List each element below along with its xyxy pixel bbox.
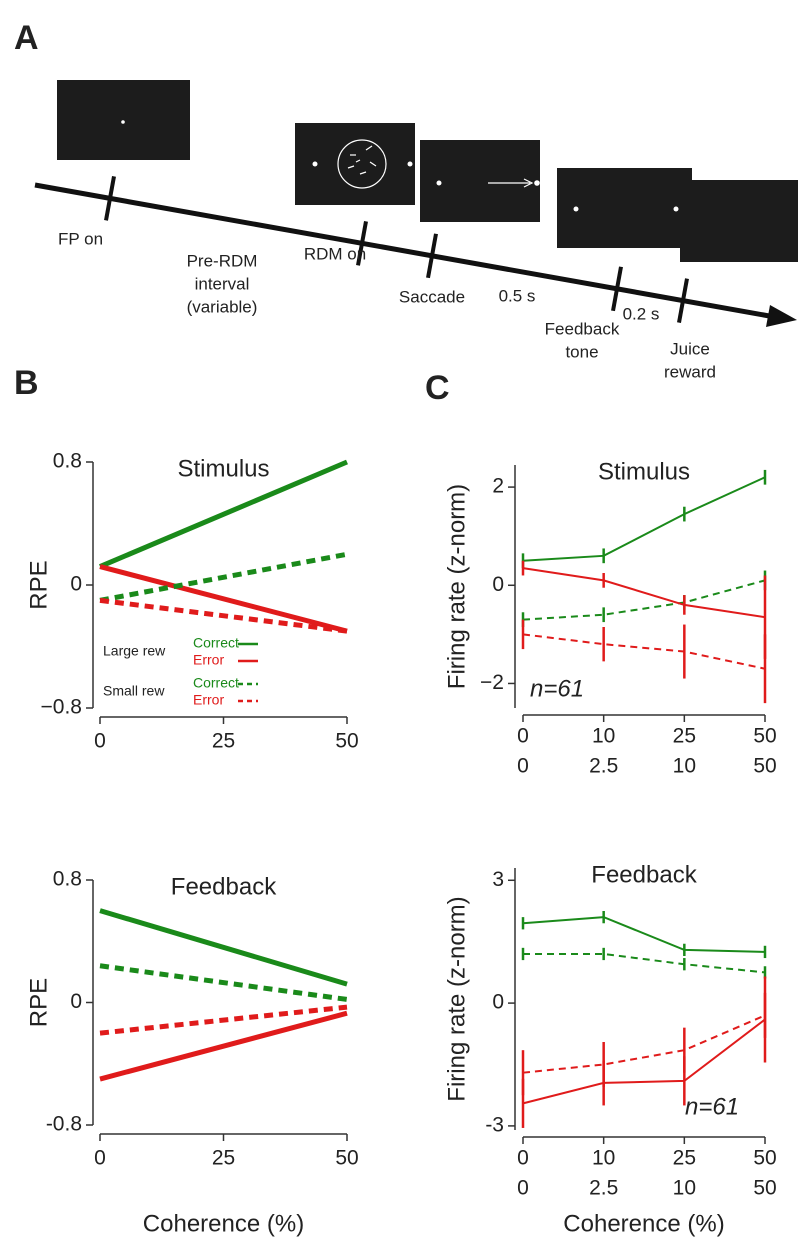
legend-group: Large rew [103,643,166,659]
legend-label: Correct [193,635,239,651]
timeline-label: RDM on [304,244,366,263]
x-tick-label: 0 [517,1147,529,1170]
x-tick-label: 50 [335,730,358,753]
x-tick-label: 10 [673,755,696,778]
y-tick-label: 3 [492,868,504,891]
x-axis-label: Coherence (%) [143,1210,304,1237]
x-tick-label: 25 [212,730,235,753]
series-line [522,916,766,953]
y-tick-label: 0.8 [53,450,82,473]
timeline-label: Pre-RDM [187,251,258,270]
legend-label: Error [193,652,224,668]
series-line [522,579,766,621]
series-line [522,1014,766,1074]
timeline-label: reward [664,362,716,381]
timeline-label: 0.2 s [623,304,660,323]
x-tick-label: 50 [753,725,776,748]
event-tick [677,278,689,323]
x-tick-label: 10 [592,1147,615,1170]
y-tick-label: −2 [480,671,504,694]
x-tick-label: 2.5 [589,755,618,778]
timeline-label: Feedback [545,319,620,338]
x-tick-label: 50 [753,1147,776,1170]
timeline-label: (variable) [187,297,258,316]
panel-label: A [14,19,39,57]
series-line [522,567,766,619]
x-tick-label: 0 [517,1177,529,1200]
x-tick-label: 50 [753,1177,776,1200]
chart-title: Feedback [171,873,277,900]
chart-title: Stimulus [598,458,690,485]
series-line [99,551,348,603]
x-tick-label: 0 [517,725,529,748]
series-line [99,459,348,569]
event-tick [104,176,116,221]
series-line [99,597,348,634]
series-line [99,564,348,634]
timeline-label: Juice [670,339,710,358]
legend-group: Small rew [103,683,165,699]
series-line [99,908,348,987]
x-tick-label: 0 [94,1147,106,1170]
timeline-label: interval [195,274,250,293]
y-axis-label: Firing rate (z-norm) [443,896,470,1101]
x-tick-label: 0 [517,755,529,778]
event-tick [356,220,368,266]
x-tick-label: 50 [753,755,776,778]
x-tick-label: 0 [94,730,106,753]
x-tick-label: 25 [212,1147,235,1170]
y-axis-label: RPE [25,560,52,609]
event-tick [611,266,623,312]
task-screens [34,80,798,327]
y-tick-label: −0.8 [41,696,82,719]
timeline-label: 0.5 s [499,286,536,305]
series-line [522,633,766,670]
series-line [99,1004,348,1036]
y-axis-label: Firing rate (z-norm) [443,484,470,689]
chart-title: Feedback [591,861,697,888]
panel-label: B [14,364,39,402]
series-line [522,1018,766,1105]
series-line [99,963,348,1002]
panel-label: C [425,369,450,407]
series-line [522,476,766,562]
x-tick-label: 25 [673,725,696,748]
x-tick-label: 10 [673,1177,696,1200]
legend-label: Error [193,692,224,708]
x-tick-label: 10 [592,725,615,748]
y-tick-label: 0 [70,990,82,1013]
timeline-label: FP on [58,229,103,248]
y-axis-label: RPE [25,978,52,1027]
event-tick [426,233,438,279]
y-tick-label: -0.8 [46,1113,82,1136]
series-line [523,952,766,974]
y-tick-label: 0 [70,573,82,596]
y-tick-label: 0.8 [53,868,82,891]
y-tick-label: 0 [492,991,504,1014]
y-tick-label: 0 [492,573,504,596]
annotation: n=61 [685,1093,739,1120]
y-tick-label: 2 [492,475,504,498]
timeline-label: tone [565,342,598,361]
x-tick-label: 50 [335,1147,358,1170]
legend-label: Correct [193,675,239,691]
x-axis-label: Coherence (%) [563,1210,724,1237]
series-line [99,1010,348,1082]
x-tick-label: 2.5 [589,1177,618,1200]
y-tick-label: -3 [485,1113,504,1136]
timeline-label: Saccade [399,287,465,306]
x-tick-label: 25 [673,1147,696,1170]
annotation: n=61 [530,675,584,702]
chart-title: Stimulus [177,455,269,482]
